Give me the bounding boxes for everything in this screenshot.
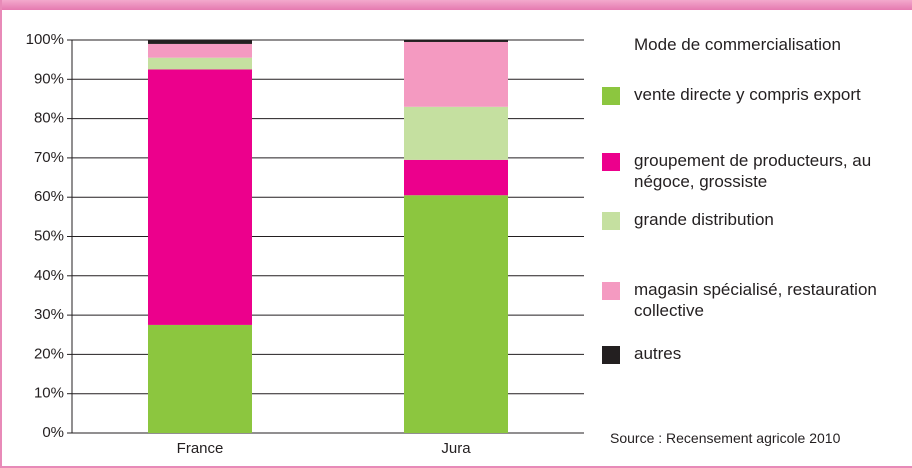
legend-label: vente directe y compris export bbox=[634, 85, 861, 104]
legend-title: Mode de commercialisation bbox=[634, 35, 841, 54]
source-note: Source : Recensement agricole 2010 bbox=[610, 430, 841, 446]
legend-swatch bbox=[602, 212, 620, 230]
x-tick-label: Jura bbox=[441, 440, 471, 457]
y-tick-label: 70% bbox=[34, 149, 64, 166]
bar-segment bbox=[404, 40, 508, 42]
x-tick-label: France bbox=[177, 440, 224, 457]
y-tick-label: 30% bbox=[34, 306, 64, 323]
header-band bbox=[2, 0, 912, 10]
bar-segment bbox=[404, 159, 508, 196]
legend-label: magasin spécialisé, restauration collect… bbox=[634, 280, 877, 320]
legend-label: grande distribution bbox=[634, 210, 774, 229]
y-tick-label: 10% bbox=[34, 385, 64, 402]
bar-segment bbox=[404, 195, 508, 433]
legend-swatch bbox=[602, 87, 620, 105]
legend-label: autres bbox=[634, 344, 682, 363]
bar-segment bbox=[148, 69, 252, 325]
y-tick-label: 0% bbox=[42, 424, 64, 441]
y-tick-label: 100% bbox=[26, 31, 64, 48]
bar-segment bbox=[148, 57, 252, 70]
legend-label: groupement de producteurs, au négoce, gr… bbox=[634, 151, 872, 191]
legend-swatch bbox=[602, 346, 620, 364]
legend-swatch bbox=[602, 282, 620, 300]
legend-swatch bbox=[602, 153, 620, 171]
bar-segment bbox=[148, 40, 252, 44]
y-tick-label: 80% bbox=[34, 110, 64, 127]
y-tick-label: 40% bbox=[34, 267, 64, 284]
y-tick-label: 50% bbox=[34, 227, 64, 244]
bar-segment bbox=[404, 41, 508, 107]
bar-segment bbox=[148, 324, 252, 433]
y-tick-label: 20% bbox=[34, 345, 64, 362]
y-tick-label: 90% bbox=[34, 70, 64, 87]
y-tick-label: 60% bbox=[34, 188, 64, 205]
bar-segment bbox=[148, 43, 252, 58]
bar-segment bbox=[404, 106, 508, 160]
